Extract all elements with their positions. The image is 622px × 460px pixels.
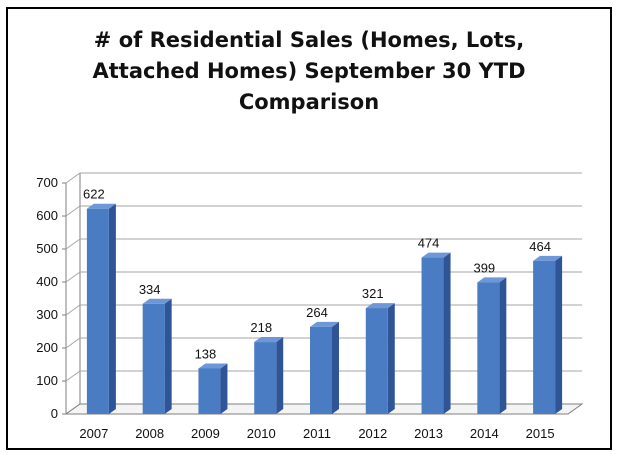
bar-side (276, 337, 284, 414)
bar-side (387, 303, 395, 414)
y-tick-label: 100 (36, 373, 58, 388)
x-tick-label-2010: 2010 (247, 426, 276, 441)
data-label-2007: 622 (83, 187, 105, 202)
bar-2008 (142, 303, 165, 414)
bar-top (365, 303, 395, 309)
x-tick-label-2009: 2009 (191, 426, 220, 441)
chart-title: # of Residential Sales (Homes, Lots, Att… (8, 25, 610, 118)
y-tick-label: 300 (36, 307, 58, 322)
data-label-2014: 399 (473, 260, 495, 275)
gridline-side (65, 370, 81, 382)
bar-top (254, 337, 284, 343)
bar-top (142, 298, 172, 304)
gridline-side (65, 238, 81, 250)
bar-side (164, 298, 172, 414)
data-label-2008: 334 (139, 282, 161, 297)
bar-side (220, 363, 228, 414)
bar-2015 (533, 260, 556, 414)
bar-2009 (198, 368, 221, 414)
bar-top (86, 203, 116, 209)
bar-top (310, 321, 339, 327)
bar-side (108, 203, 116, 414)
bar-side (443, 252, 451, 414)
gridline-side (65, 205, 81, 217)
y-tick-label: 200 (36, 340, 58, 355)
x-tick-label-2015: 2015 (526, 426, 555, 441)
bar-top (533, 255, 563, 261)
data-label-2009: 138 (195, 346, 217, 361)
chart-title-line-3: Comparison (238, 90, 380, 114)
bar-top (477, 277, 507, 283)
x-tick-label-2007: 2007 (79, 426, 108, 441)
y-tick-label: 600 (36, 208, 58, 223)
bar-top (421, 252, 451, 258)
gridline-side (65, 304, 81, 316)
y-tick-label: 400 (36, 274, 58, 289)
data-label-2013: 474 (418, 236, 440, 251)
gridline-side (65, 172, 81, 184)
bar-2010 (254, 342, 277, 414)
y-tick-label: 700 (36, 175, 58, 190)
x-tick-label-2014: 2014 (470, 426, 499, 441)
x-tick-label-2013: 2013 (414, 426, 443, 441)
bar-2014 (477, 282, 500, 414)
bar-2011 (310, 326, 332, 414)
gridline-side (65, 271, 81, 283)
bar-side (499, 277, 507, 414)
data-label-2010: 218 (250, 320, 272, 335)
gridline-side (65, 337, 81, 349)
data-label-2011: 264 (306, 305, 328, 320)
chart-title-line-2: Attached Homes) September 30 YTD (92, 59, 526, 83)
chart-title-line-1: # of Residential Sales (Homes, Lots, (93, 28, 525, 52)
data-label-2015: 464 (529, 239, 551, 254)
bar-2007 (86, 208, 109, 414)
data-label-2012: 321 (362, 286, 384, 301)
y-tick-label: 0 (51, 406, 58, 421)
bar-side (555, 255, 563, 414)
x-tick-label-2012: 2012 (358, 426, 387, 441)
y-tick-label: 500 (36, 241, 58, 256)
x-tick-label-2008: 2008 (135, 426, 164, 441)
bar-2012 (365, 308, 388, 414)
bar-2013 (421, 257, 444, 414)
x-tick-label-2011: 2011 (303, 426, 331, 441)
bar-side (332, 321, 339, 414)
bar-top (198, 363, 228, 369)
